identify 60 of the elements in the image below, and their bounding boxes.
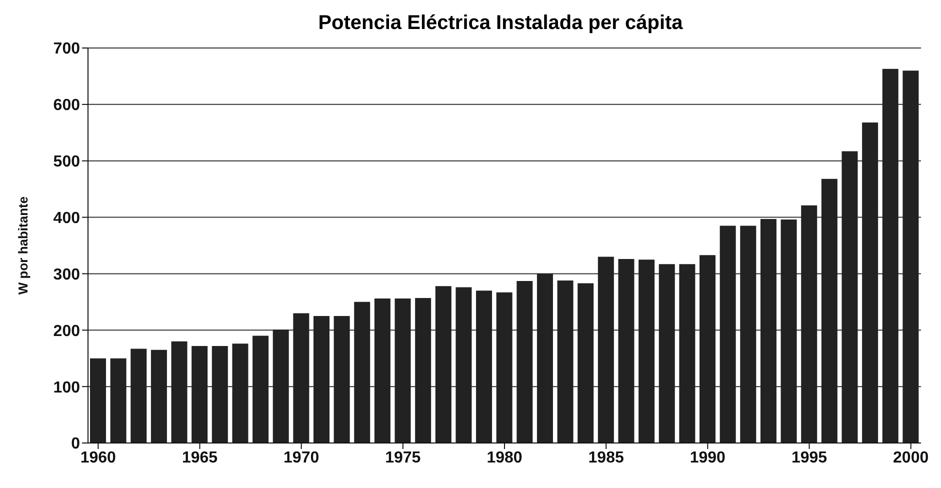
bar bbox=[638, 260, 655, 443]
bar bbox=[862, 122, 878, 443]
bar bbox=[801, 205, 818, 443]
bar bbox=[212, 346, 228, 443]
bar bbox=[740, 226, 756, 443]
bar bbox=[313, 316, 330, 443]
bar bbox=[90, 358, 106, 443]
y-tick-label: 700 bbox=[53, 40, 80, 58]
x-tick-label: 1995 bbox=[791, 449, 828, 466]
bar bbox=[557, 280, 574, 443]
bar bbox=[679, 264, 696, 443]
x-tick-label: 1970 bbox=[284, 449, 320, 466]
chart-title: Potencia Eléctrica Instalada per cápita bbox=[317, 11, 684, 36]
bar bbox=[110, 358, 126, 443]
bar bbox=[598, 256, 614, 443]
bar bbox=[394, 298, 411, 443]
x-tick-label: 1960 bbox=[80, 449, 116, 466]
bar bbox=[334, 316, 350, 443]
bar bbox=[171, 341, 188, 443]
y-tick-label: 600 bbox=[53, 97, 80, 114]
bar bbox=[192, 346, 208, 443]
bar bbox=[456, 287, 472, 443]
bar bbox=[618, 259, 634, 443]
x-tick-label: 1965 bbox=[182, 449, 218, 466]
y-axis-title: W por habitante bbox=[16, 196, 31, 295]
y-tick-label: 300 bbox=[53, 266, 80, 284]
bar bbox=[658, 264, 675, 443]
x-tick-label: 1975 bbox=[385, 449, 421, 466]
bar bbox=[842, 151, 858, 443]
bar bbox=[476, 290, 492, 443]
bar bbox=[578, 283, 594, 443]
y-tick-label: 400 bbox=[53, 210, 80, 227]
bar bbox=[232, 344, 248, 443]
y-tick-label: 0 bbox=[71, 436, 80, 453]
y-tick-label: 100 bbox=[53, 379, 80, 396]
bar bbox=[415, 298, 432, 443]
bar bbox=[272, 330, 289, 443]
x-tick-label: 1990 bbox=[690, 449, 726, 466]
bar bbox=[720, 226, 736, 443]
bar bbox=[150, 350, 167, 443]
x-tick-label: 1980 bbox=[486, 449, 522, 466]
y-tick-label: 200 bbox=[53, 322, 80, 340]
bar bbox=[780, 220, 797, 443]
bar bbox=[536, 274, 553, 443]
x-tick-label: 1985 bbox=[588, 449, 624, 466]
bar bbox=[374, 298, 390, 443]
bar bbox=[435, 286, 452, 443]
y-tick-label: 500 bbox=[53, 154, 80, 171]
bar bbox=[496, 292, 512, 443]
bar bbox=[700, 255, 716, 443]
bar bbox=[882, 68, 898, 443]
bar bbox=[130, 348, 147, 443]
bar bbox=[293, 313, 310, 443]
bar bbox=[760, 218, 776, 443]
bar bbox=[252, 336, 269, 443]
bar bbox=[821, 178, 838, 443]
bar bbox=[354, 302, 370, 443]
bar bbox=[902, 70, 919, 443]
bar bbox=[516, 281, 533, 443]
x-tick-label: 2000 bbox=[893, 449, 929, 466]
